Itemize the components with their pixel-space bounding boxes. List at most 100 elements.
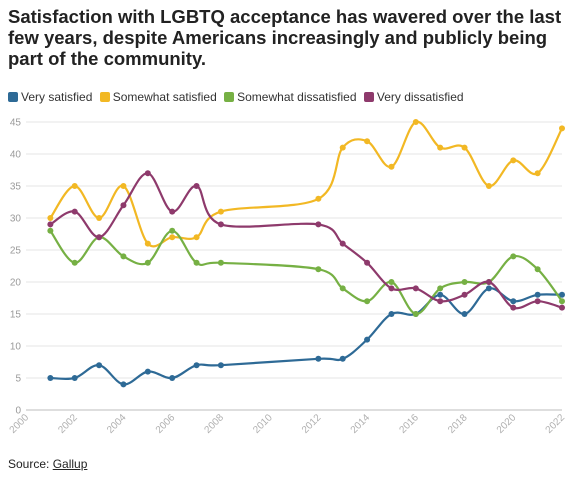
x-tick-label: 2012 <box>300 412 324 436</box>
data-point <box>388 163 395 170</box>
data-point <box>144 368 151 375</box>
legend-item-very-satisfied[interactable]: Very satisfied <box>8 90 92 104</box>
x-tick-label: 2018 <box>446 412 470 436</box>
y-tick-label: 20 <box>10 278 22 289</box>
data-point <box>485 279 492 285</box>
series-line <box>49 287 564 386</box>
data-point <box>461 279 468 285</box>
data-point <box>144 170 151 177</box>
data-point <box>144 259 151 266</box>
source-note: Source: Gallup <box>8 457 87 471</box>
data-point <box>388 311 395 317</box>
data-point <box>217 208 224 215</box>
data-point <box>364 138 371 145</box>
series-line <box>49 172 564 310</box>
y-tick-label: 45 <box>10 118 22 129</box>
data-point <box>339 240 346 247</box>
data-point <box>364 298 371 305</box>
data-point <box>485 183 492 189</box>
data-point <box>339 355 346 362</box>
data-point <box>534 298 541 305</box>
data-point <box>461 144 468 151</box>
data-point <box>315 221 322 228</box>
data-point <box>412 311 419 317</box>
legend-swatch <box>363 92 374 102</box>
data-point <box>412 285 419 292</box>
data-point <box>71 259 78 266</box>
x-tick-label: 2006 <box>154 412 178 436</box>
y-tick-label: 35 <box>10 182 22 193</box>
data-point <box>339 285 346 292</box>
data-point <box>120 183 127 189</box>
data-point <box>144 240 151 247</box>
x-tick-label: 2020 <box>495 412 519 436</box>
data-point <box>120 381 127 388</box>
data-point <box>437 298 444 305</box>
data-point <box>339 144 346 151</box>
data-point <box>461 291 468 298</box>
data-point <box>47 375 54 381</box>
data-point <box>193 183 200 189</box>
data-point <box>315 355 322 362</box>
data-point <box>510 298 517 305</box>
data-point <box>388 279 395 285</box>
y-tick-label: 25 <box>10 246 22 257</box>
data-point <box>169 375 176 381</box>
data-point <box>559 298 565 305</box>
y-tick-label: 5 <box>15 374 21 385</box>
data-point <box>71 183 78 189</box>
legend-swatch <box>8 92 18 102</box>
legend-item-somewhat-satisfied[interactable]: Somewhat satisfied <box>99 90 217 104</box>
data-point <box>388 285 395 292</box>
x-tick-label: 2010 <box>251 412 275 436</box>
y-tick-label: 10 <box>10 342 22 353</box>
legend-label: Very satisfied <box>21 90 93 104</box>
data-point <box>96 234 103 241</box>
data-point <box>71 208 78 215</box>
line-chart: 0 5 10 15 20 25 30 35 40 45 2000 2002 2004 2006 2008 20… <box>8 118 568 436</box>
data-point <box>364 259 371 266</box>
data-point <box>315 195 322 202</box>
data-point <box>193 234 200 241</box>
legend-swatch <box>224 92 235 102</box>
data-point <box>364 336 371 343</box>
source-link[interactable]: Gallup <box>52 457 88 471</box>
data-point <box>559 125 565 132</box>
data-point <box>510 304 517 311</box>
data-point <box>534 291 541 298</box>
data-point <box>47 221 54 228</box>
data-point <box>96 215 103 221</box>
data-point <box>485 285 492 292</box>
y-tick-label: 40 <box>10 150 22 161</box>
data-point <box>559 304 565 311</box>
data-point <box>193 362 200 369</box>
x-tick-label: 2022 <box>544 412 568 436</box>
data-point <box>510 253 517 260</box>
data-point <box>169 208 176 215</box>
legend-item-very-dissatisfied[interactable]: Very dissatisfied <box>363 90 464 104</box>
data-point <box>559 291 565 298</box>
data-point <box>510 157 517 164</box>
x-tick-label: 2000 <box>8 412 32 436</box>
data-point <box>47 227 54 234</box>
data-point <box>96 362 103 369</box>
data-point <box>169 234 176 241</box>
data-point <box>169 227 176 234</box>
source-label: Source: <box>8 457 53 471</box>
y-tick-label: 30 <box>10 214 22 225</box>
data-point <box>461 311 468 317</box>
x-tick-label: 2002 <box>56 412 80 436</box>
data-point <box>120 202 127 209</box>
data-point <box>437 144 444 151</box>
data-point <box>120 253 127 260</box>
data-point <box>71 375 78 381</box>
data-point <box>437 291 444 298</box>
chart-title: Satisfaction with LGBTQ acceptance has w… <box>8 6 562 69</box>
x-tick-label: 2008 <box>203 412 227 436</box>
y-tick-label: 0 <box>15 406 21 417</box>
series-line <box>49 120 564 248</box>
legend-swatch <box>99 92 110 102</box>
legend-label: Somewhat satisfied <box>112 90 217 104</box>
legend-item-somewhat-dissatisfied[interactable]: Somewhat dissatisfied <box>224 90 357 104</box>
data-point <box>534 170 541 177</box>
